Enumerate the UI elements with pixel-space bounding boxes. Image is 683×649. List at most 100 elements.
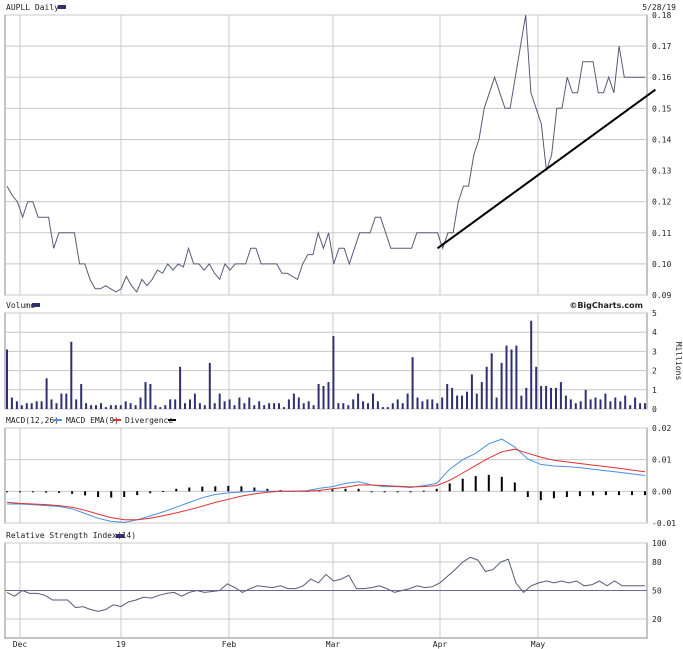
volume-bar xyxy=(322,386,325,409)
divergence-bar xyxy=(227,485,230,492)
divergence-bar xyxy=(357,488,360,492)
volume-bar xyxy=(60,393,63,409)
price-legend-swatch xyxy=(58,5,66,9)
volume-bar xyxy=(624,395,627,409)
macd-legend: MACD(12,26) MACD EMA(9) Divergence xyxy=(6,416,176,425)
volume-bar xyxy=(332,336,335,409)
y-tick-label: 20 xyxy=(652,615,662,624)
volume-bar xyxy=(362,401,365,409)
volume-bar xyxy=(515,345,518,409)
volume-bar xyxy=(189,399,191,409)
macd-legend-swatch-divergence xyxy=(168,419,176,421)
volume-bar xyxy=(223,401,226,409)
volume-bar xyxy=(431,399,434,409)
trendline xyxy=(436,88,656,250)
macd-line xyxy=(7,438,646,523)
volume-bar xyxy=(490,353,493,409)
volume-bar xyxy=(426,399,429,409)
divergence-bar xyxy=(383,491,386,493)
volume-bar xyxy=(139,397,142,409)
volume-bar xyxy=(461,395,463,409)
volume-bar xyxy=(381,407,384,409)
volume-bar xyxy=(238,397,241,409)
volume-bar xyxy=(421,401,424,409)
volume-bar xyxy=(263,405,266,409)
divergence-bar xyxy=(331,489,334,492)
y-tick-label: 2 xyxy=(652,367,657,376)
rsi-legend-swatch xyxy=(116,534,124,538)
y-tick-label: 0.18 xyxy=(652,11,671,20)
volume-bar xyxy=(6,349,8,409)
volume-bar xyxy=(475,393,478,409)
volume-bar xyxy=(114,405,117,409)
chart-date: 5/28/19 xyxy=(642,3,676,12)
y-tick-label: 0.17 xyxy=(652,42,671,51)
volume-bar xyxy=(45,378,48,409)
divergence-bar xyxy=(19,491,21,493)
divergence-bar xyxy=(6,491,8,493)
volume-bar xyxy=(164,405,167,409)
volume-bar xyxy=(124,401,127,409)
divergence-bar xyxy=(136,491,139,496)
volume-bar xyxy=(579,401,582,409)
volume-bar xyxy=(292,393,295,409)
divergence-bar xyxy=(32,491,34,493)
divergence-bar xyxy=(71,491,74,494)
volume-bar xyxy=(283,407,285,409)
volume-bar xyxy=(65,393,68,409)
divergence-bar xyxy=(84,491,87,496)
volume-bar xyxy=(555,387,557,409)
volume-bar xyxy=(589,399,592,409)
y-tick-label: 0.09 xyxy=(652,291,671,300)
volume-bar xyxy=(396,399,399,409)
macd-legend-label-macd: MACD(12,26) xyxy=(6,416,59,425)
y-tick-label: 0.16 xyxy=(652,73,671,82)
divergence-bar xyxy=(214,486,217,492)
volume-bar xyxy=(302,403,305,409)
divergence-bar xyxy=(487,474,490,492)
volume-bar xyxy=(100,403,102,409)
rsi-line xyxy=(6,556,645,612)
volume-bar xyxy=(273,403,276,409)
volume-bar xyxy=(184,403,186,409)
macd-legend-swatch-macd xyxy=(54,419,62,421)
volume-bar xyxy=(545,386,548,409)
volume-bar xyxy=(134,405,137,409)
divergence-bar xyxy=(526,491,529,497)
y-tick-label: 80 xyxy=(652,558,662,567)
divergence-bar xyxy=(123,491,126,497)
volume-bar xyxy=(50,399,53,409)
volume-bar xyxy=(169,399,172,409)
volume-bar xyxy=(287,399,290,409)
volume-bar xyxy=(95,405,97,409)
divergence-bar xyxy=(149,491,152,494)
macd-panel xyxy=(4,427,648,524)
volume-bar xyxy=(530,320,533,409)
y-tick-label: 0.10 xyxy=(652,260,671,269)
y-tick-label: 100 xyxy=(652,539,667,548)
macd-ema-line xyxy=(6,448,646,521)
volume-bar xyxy=(312,405,315,409)
volume-bar xyxy=(317,384,320,409)
y-tick-label: 0.13 xyxy=(652,167,671,176)
price-y-axis: 0.18 0.17 0.16 0.15 0.14 0.13 0.12 0.11 0.10 0.09 xyxy=(652,11,671,300)
volume-bar xyxy=(174,399,177,409)
volume-bar xyxy=(337,403,340,409)
y-tick-label: 3 xyxy=(652,347,657,356)
volume-bar xyxy=(85,403,88,409)
volume-bar xyxy=(401,403,404,409)
volume-bar xyxy=(149,384,152,409)
volume-bar xyxy=(466,391,468,409)
macd-legend-label-ema: MACD EMA(9) xyxy=(66,416,119,425)
macd-y-axis: 0.02 0.01 0.00 -0.01 xyxy=(652,424,676,528)
divergence-bar xyxy=(396,491,399,493)
volume-bar xyxy=(386,407,389,409)
divergence-bar xyxy=(618,491,620,496)
volume-bar xyxy=(129,403,132,409)
volume-bar xyxy=(436,403,439,409)
rsi-y-axis: 100 80 50 20 xyxy=(652,539,667,624)
divergence-bar xyxy=(565,491,568,497)
volume-bar xyxy=(228,399,231,409)
volume-bar xyxy=(614,397,617,409)
